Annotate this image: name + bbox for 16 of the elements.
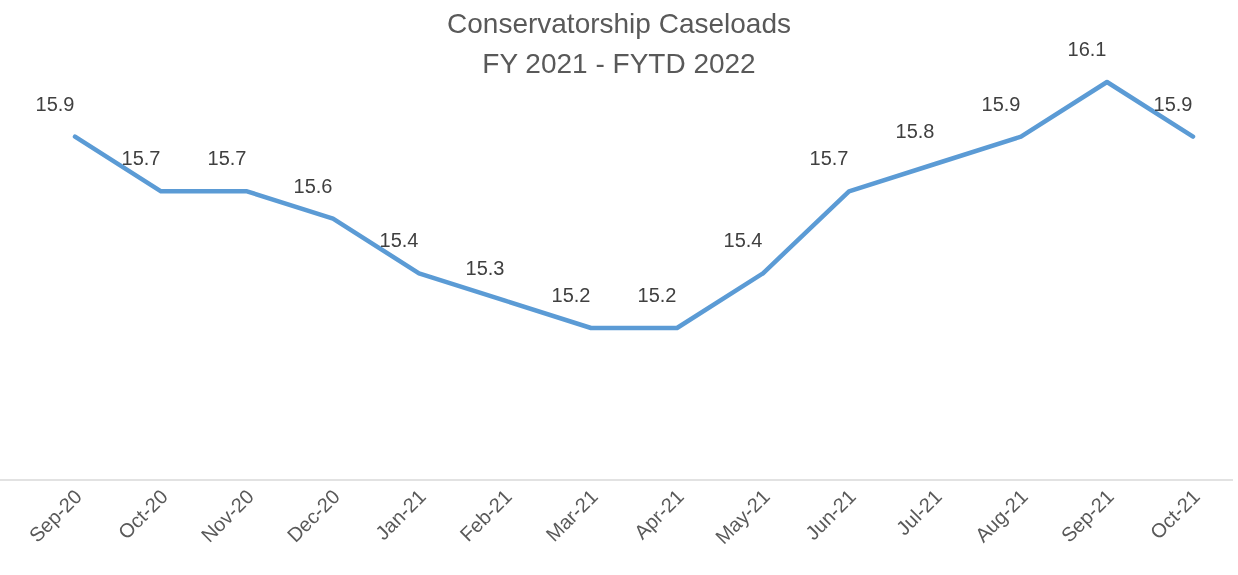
data-label: 15.7	[121, 147, 161, 170]
data-label: 15.9	[1153, 92, 1193, 115]
data-label: 15.6	[293, 174, 333, 197]
data-label: 15.4	[379, 229, 419, 252]
chart-subtitle: FY 2021 - FYTD 2022	[482, 48, 756, 79]
data-label: 15.8	[895, 120, 935, 142]
data-label: 15.3	[465, 256, 505, 279]
data-label: 15.2	[637, 284, 677, 306]
data-label: 15.7	[207, 147, 247, 170]
data-label: 15.7	[809, 147, 849, 170]
chart-title: Conservatorship Caseloads	[447, 8, 791, 39]
data-label: 16.1	[1067, 38, 1107, 60]
data-label: 15.9	[35, 92, 75, 115]
data-label: 15.9	[981, 92, 1021, 115]
data-label: 15.4	[723, 229, 763, 252]
data-label: 15.2	[551, 284, 591, 306]
